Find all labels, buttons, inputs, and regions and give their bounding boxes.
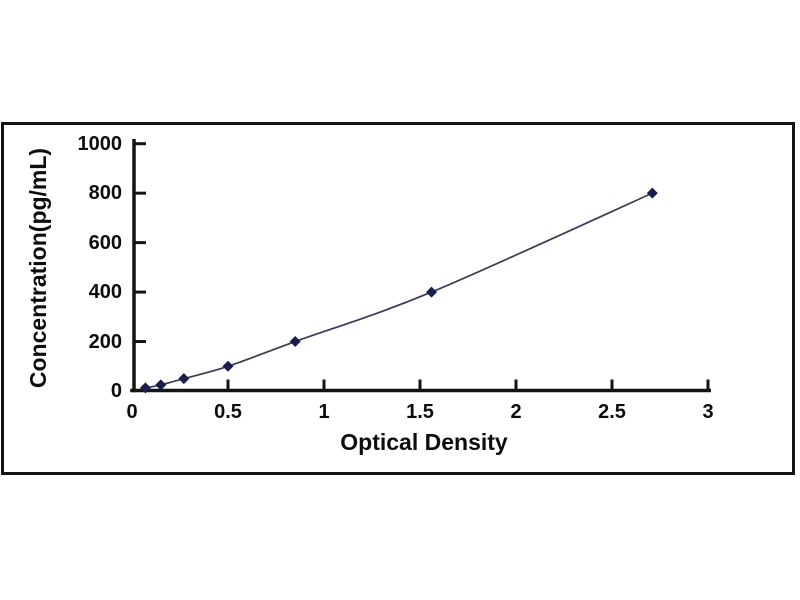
data-point-marker (646, 187, 658, 199)
x-tick-label-0.5: 0.5 (214, 401, 242, 423)
y-tick-label-0: 0 (110, 380, 122, 402)
y-tick-label-200: 200 (88, 331, 122, 353)
x-axis-title: Optical Density (340, 429, 508, 455)
x-tick-label-3: 3 (702, 401, 714, 423)
data-point-marker (178, 373, 190, 385)
y-tick-label-400: 400 (88, 281, 122, 303)
data-point-marker (139, 382, 151, 394)
data-point-marker (222, 360, 234, 372)
data-point-marker (289, 336, 301, 348)
y-tick-label-1000: 1000 (77, 133, 123, 155)
data-point-marker (426, 286, 438, 298)
y-tick-label-600: 600 (88, 232, 122, 254)
standard-curve-line (145, 192, 653, 389)
x-tick-label-1.5: 1.5 (406, 401, 434, 423)
y-axis-title: Concentration(pg/mL) (25, 147, 51, 389)
x-tick-label-2.5: 2.5 (598, 401, 626, 423)
x-tick-label-1: 1 (318, 401, 330, 423)
x-tick-label-2: 2 (510, 401, 522, 423)
x-tick-label-0: 0 (126, 401, 138, 423)
y-tick-label-800: 800 (88, 182, 122, 204)
data-point-marker (155, 379, 167, 391)
